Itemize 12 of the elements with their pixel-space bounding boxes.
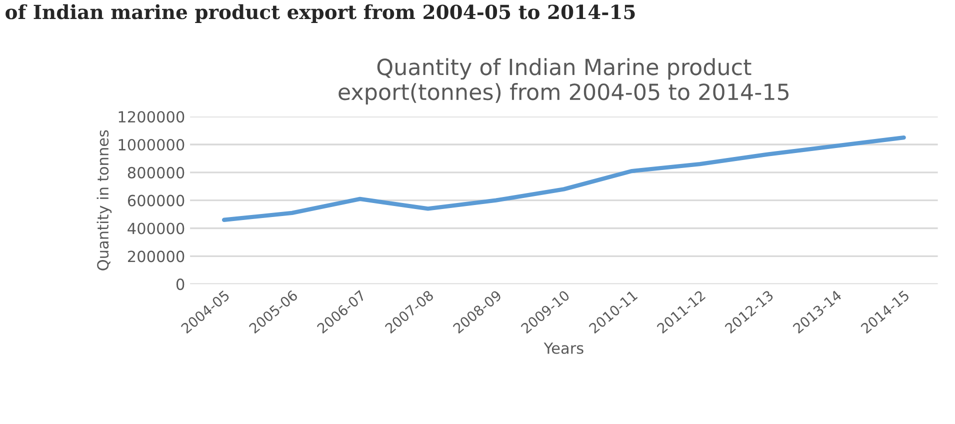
line-series [222,135,906,222]
y-tick-label: 800000 [128,166,184,178]
y-tick-label: 400000 [128,222,184,234]
text: of Indian marine product export from 2004-05 to 2014-15 [6,4,635,24]
y-tick-label: 1000000 [118,138,184,151]
y-tick-label: 600000 [128,194,184,206]
x-axis-title: Years [544,342,584,354]
y-tick-label: 200000 [128,250,184,262]
chart-title: Quantity of Indian Marine product export(tonnes) from 2004-05 to 2014-15 [338,58,788,105]
y-tick-label: 0 [176,278,184,290]
y-tick-label: 1200000 [118,111,184,123]
y-axis-title: Quantity in tonnes [96,130,112,270]
